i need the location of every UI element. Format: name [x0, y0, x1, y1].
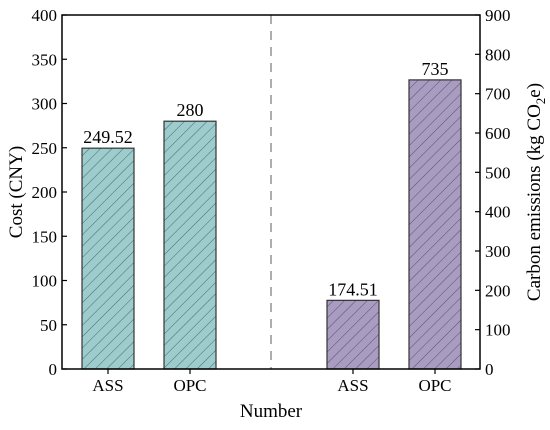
left-tick-label: 350: [32, 50, 58, 69]
x-axis: ASS OPC ASS OPC: [92, 369, 452, 395]
bar-right-ass: [326, 299, 380, 370]
x-axis-title: Number: [240, 401, 303, 422]
right-tick-label: 400: [485, 203, 511, 222]
left-tick-label: 400: [32, 6, 58, 25]
left-tick-label: 50: [40, 316, 57, 335]
left-tick-label: 200: [32, 183, 58, 202]
right-tick-label: 700: [485, 85, 511, 104]
right-axis: 0 100 200 300 400 500 600 700 800 900: [475, 6, 511, 379]
right-tick-label: 300: [485, 242, 511, 261]
right-tick-label: 0: [485, 360, 494, 379]
right-tick-label: 600: [485, 124, 511, 143]
bar-right-opc: [408, 79, 462, 370]
left-tick-label: 100: [32, 272, 58, 291]
left-tick-label: 250: [32, 139, 58, 158]
right-axis-title: Carbon emissions (kg CO2e): [524, 83, 548, 301]
left-tick-label: 150: [32, 227, 58, 246]
bar-value-label: 174.51: [328, 279, 378, 299]
bar-labels-layer: 249.52 280 174.51 735: [83, 59, 448, 299]
x-tick-label: ASS: [92, 376, 123, 395]
bars-layer: [81, 79, 462, 370]
bar-left-opc: [163, 120, 217, 370]
left-tick-label: 300: [32, 95, 58, 114]
left-axis-title: Cost (CNY): [6, 146, 27, 238]
x-tick-label: OPC: [418, 376, 451, 395]
right-tick-label: 800: [485, 45, 511, 64]
x-tick-label: OPC: [173, 376, 206, 395]
right-tick-label: 900: [485, 6, 511, 25]
left-axis: 0 50 100 150 200 250 300 350 400: [32, 6, 67, 379]
x-tick-label: ASS: [337, 376, 368, 395]
right-tick-label: 100: [485, 321, 511, 340]
bar-value-label: 735: [422, 59, 449, 79]
left-tick-label: 0: [49, 360, 58, 379]
right-tick-label: 200: [485, 281, 511, 300]
right-tick-label: 500: [485, 163, 511, 182]
bar-value-label: 280: [177, 100, 204, 120]
bar-left-ass: [81, 147, 135, 370]
bar-value-label: 249.52: [83, 127, 133, 147]
